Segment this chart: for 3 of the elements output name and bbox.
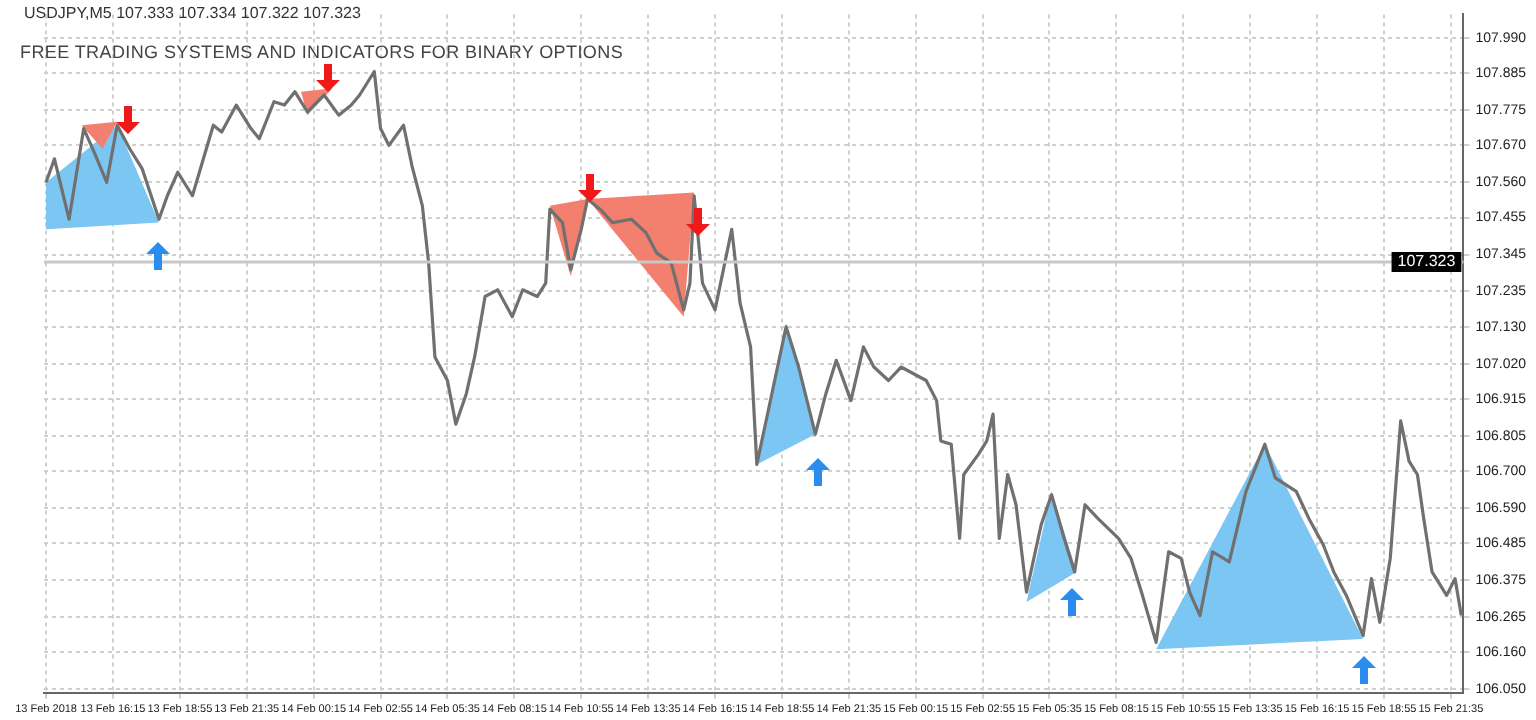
text: FREE TRADING SYSTEMS AND INDICATORS FOR BINARY OPTIONS <box>20 42 624 62</box>
ref-line-label: 107.323 <box>1397 252 1457 271</box>
chart-title: USDJPY,M5 107.333 107.334 107.322 107.323 <box>24 4 361 22</box>
